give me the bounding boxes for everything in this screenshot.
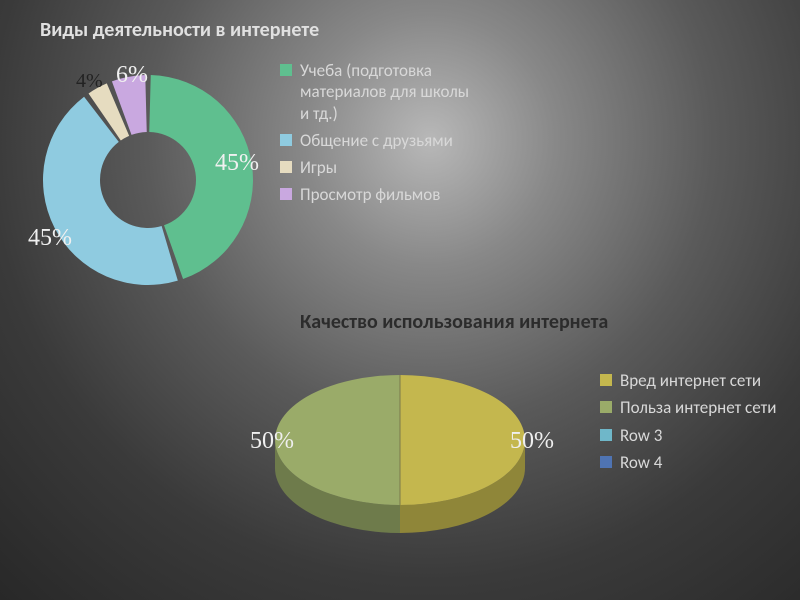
legend-label: Row 3 [620,425,662,446]
legend-swatch [600,374,612,386]
chart2-legend-item-2: Row 3 [600,425,776,446]
donut-chart [0,40,300,340]
pie3d-label-1: 50% [250,428,294,455]
legend-label: Просмотр фильмов [300,184,440,205]
chart1-legend-item-1: Общение с друзьями [280,130,480,151]
legend-label: Учеба (подготовка материалов для школы и… [300,60,480,124]
legend-swatch [280,161,292,173]
legend-swatch [600,429,612,441]
legend-swatch [600,401,612,413]
legend-swatch [280,64,292,76]
donut-label-3: 6% [116,62,148,89]
pie3d-chart [200,340,600,600]
chart1-legend-item-3: Просмотр фильмов [280,184,480,205]
legend-label: Row 4 [620,452,662,473]
legend-label: Вред интернет сети [620,370,761,391]
legend-label: Игры [300,157,337,178]
donut-label-0: 45% [215,150,259,177]
chart2-title: Качество использования интернета [300,310,608,334]
legend-label: Общение с друзьями [300,130,453,151]
legend-swatch [600,456,612,468]
legend-swatch [280,188,292,200]
legend-swatch [280,134,292,146]
chart1-legend-item-2: Игры [280,157,480,178]
pie3d-label-0: 50% [510,428,554,455]
donut-label-2: 4% [76,70,103,93]
chart2-legend-item-3: Row 4 [600,452,776,473]
chart1-title: Виды деятельности в интернете [40,18,319,42]
chart2-legend-item-0: Вред интернет сети [600,370,776,391]
chart1-legend: Учеба (подготовка материалов для школы и… [280,60,480,212]
legend-label: Польза интернет сети [620,397,776,418]
chart2-legend-item-1: Польза интернет сети [600,397,776,418]
chart1-legend-item-0: Учеба (подготовка материалов для школы и… [280,60,480,124]
donut-label-1: 45% [28,225,72,252]
chart2-legend: Вред интернет сети Польза интернет сети Ro… [600,370,776,479]
